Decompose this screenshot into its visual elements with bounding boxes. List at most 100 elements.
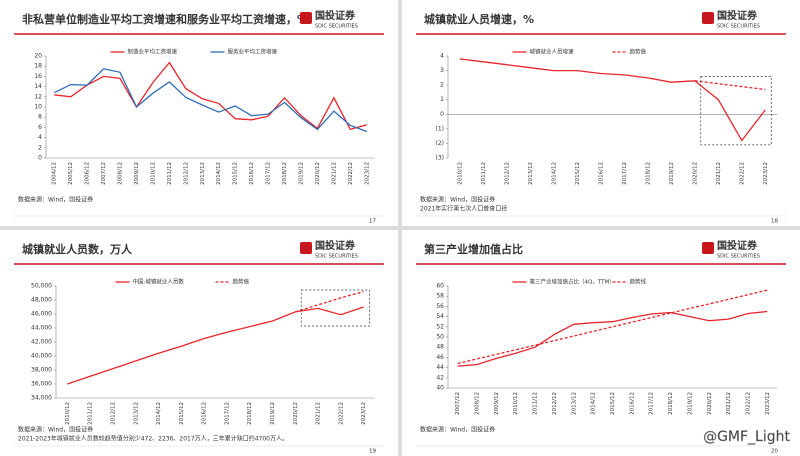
slide-background (0, 230, 398, 456)
legend-label: 趋势值 (233, 278, 250, 286)
slide: 非私营单位制造业平均工资增速和服务业平均工资增速，% 国投证券 SDIC SECUR… (0, 0, 398, 226)
x-tick-label: 2014/12 (591, 392, 597, 415)
x-tick-label: 2021/12 (726, 392, 732, 415)
x-tick-label: 2020/12 (707, 392, 713, 415)
x-tick-label: 2015/12 (179, 402, 185, 425)
x-tick-label: 2011/12 (167, 162, 173, 185)
series-line (457, 310, 768, 367)
x-tick-label: 2008/12 (118, 162, 124, 185)
y-tick-label: 4 (38, 134, 42, 141)
series-line (295, 290, 364, 313)
slide: 第三产业增加值占比 国投证券 SDIC SECURITIES 40 42 44 46 48 50… (402, 230, 800, 456)
y-tick-label: 6 (38, 124, 42, 131)
logo-name: 国投证券 (315, 9, 356, 22)
x-tick-label: 2010/12 (150, 162, 156, 185)
x-tick-label: 2023/12 (765, 392, 771, 415)
series-line (67, 306, 364, 385)
logo-icon (300, 242, 312, 254)
x-tick-label: 2004/12 (52, 162, 58, 185)
x-tick-label: 2009/12 (134, 162, 140, 185)
y-tick-label: 36,000 (31, 381, 52, 388)
legend: 第三产业增加值占比（4Q，TTM） 趋势线 (512, 278, 647, 286)
x-tick-label: 2022/12 (338, 402, 344, 425)
x-tick-label: 2014/12 (216, 162, 222, 185)
logo-name: 国投证券 (315, 239, 356, 252)
y-tick-label: 16 (34, 73, 42, 80)
x-tick-label: 2018/12 (668, 392, 674, 415)
x-tick-label: 2008/12 (475, 392, 481, 415)
x-tick-label: 2014/12 (551, 162, 557, 185)
y-tick-label: 40 (436, 385, 444, 392)
y-tick-label: 52 (436, 323, 444, 330)
legend: 城镇就业人员增速 趋势值 (512, 48, 647, 56)
y-tick-label: 40,000 (31, 353, 52, 360)
x-tick-label: 2021/12 (716, 162, 722, 185)
x-tick-label: 2013/12 (200, 162, 206, 185)
x-tick-label: 2013/12 (528, 162, 534, 185)
y-tick-label: 46 (436, 354, 444, 361)
x-tick-label: 2016/12 (202, 402, 208, 425)
y-tick-label: 42,000 (31, 339, 52, 346)
y-tick-label: (3) (436, 155, 445, 162)
y-tick-label: 2 (38, 144, 42, 151)
y-tick-label: 44,000 (31, 325, 52, 332)
y-tick-label: 12 (34, 93, 42, 100)
x-tick-label: 2017/12 (622, 162, 628, 185)
x-tick-label: 2013/12 (571, 392, 577, 415)
x-tick-label: 2020/12 (315, 162, 321, 185)
legend-label: 趋势线 (630, 278, 647, 286)
x-tick-label: 2005/12 (68, 162, 74, 185)
slide-background (402, 0, 800, 226)
x-tick-label: 2014/12 (156, 402, 162, 425)
y-tick-label: 38,000 (31, 367, 52, 374)
page-number: 17 (369, 219, 376, 225)
y-tick-label: 0 (38, 155, 42, 162)
y-tick-label: 56 (436, 303, 444, 310)
x-tick-label: 2021/12 (316, 402, 322, 425)
x-tick-label: 2020/12 (692, 162, 698, 185)
x-tick-label: 2017/12 (224, 402, 230, 425)
x-tick-label: 2018/12 (645, 162, 651, 185)
source-note: 数据来源：Wind，国投证券 (420, 196, 495, 204)
x-tick-label: 2010/12 (513, 392, 519, 415)
y-tick-label: 42 (436, 374, 444, 381)
y-tick-label: 14 (34, 83, 42, 90)
source-note: 数据来源：Wind，国投证券 (18, 426, 93, 434)
y-tick-label: 3 (440, 67, 444, 74)
legend: 制造业平均工资增速 服务业平均工资增速 (110, 48, 278, 56)
x-tick-label: 2012/12 (504, 162, 510, 185)
x-tick-label: 2007/12 (101, 162, 107, 185)
slide: 城镇就业人员数，万人 国投证券 SDIC SECURITIES 34,000 36,00… (0, 230, 398, 456)
logo-icon (702, 12, 714, 24)
x-tick-label: 2015/12 (575, 162, 581, 185)
y-tick-label: 50 (436, 334, 444, 341)
x-tick-label: 2016/12 (629, 392, 635, 415)
x-tick-label: 2023/12 (763, 162, 769, 185)
highlight-box (700, 76, 772, 146)
source-note: 数据来源：Wind，国投证券 (18, 196, 93, 204)
slide-title: 第三产业增加值占比 (424, 242, 523, 256)
x-tick-label: 2019/12 (687, 392, 693, 415)
y-tick-label: 4 (440, 53, 444, 60)
y-tick-label: 58 (436, 293, 444, 300)
footnote: 2021年实行第七次人口普查口径 (420, 205, 507, 213)
logo-icon (702, 242, 714, 254)
x-tick-label: 2010/12 (457, 162, 463, 185)
y-tick-label: 1 (440, 96, 444, 103)
y-tick-label: 20 (34, 53, 42, 60)
x-tick-label: 2011/12 (533, 392, 539, 415)
y-tick-label: 10 (34, 104, 42, 111)
y-tick-label: 46,000 (31, 311, 52, 318)
x-tick-label: 2012/12 (183, 162, 189, 185)
x-tick-label: 2009/12 (494, 392, 500, 415)
series-line (694, 80, 766, 91)
y-tick-label: (2) (436, 140, 445, 147)
y-tick-label: 2 (440, 82, 444, 89)
page-number: 18 (771, 219, 778, 225)
x-tick-label: 2012/12 (552, 392, 558, 415)
x-tick-label: 2015/12 (610, 392, 616, 415)
logo-en: SDIC SECURITIES (717, 254, 760, 260)
x-tick-label: 2018/12 (282, 162, 288, 185)
logo-en: SDIC SECURITIES (717, 24, 760, 30)
y-tick-label: 60 (436, 283, 444, 290)
